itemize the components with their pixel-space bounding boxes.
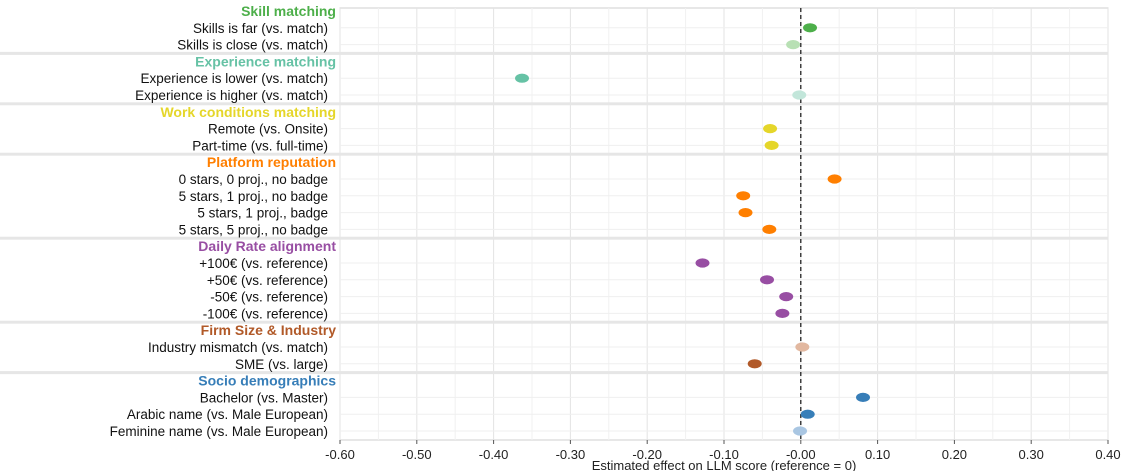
group-separator — [0, 371, 1108, 375]
group-separator — [0, 236, 1108, 240]
effect-point — [760, 275, 775, 285]
row-label: SME (vs. large) — [235, 357, 328, 372]
group-separator — [0, 320, 1108, 324]
effect-point — [738, 208, 753, 218]
effect-point — [779, 292, 794, 302]
x-tick-label: 0.30 — [1019, 447, 1044, 462]
effect-point — [695, 258, 710, 268]
effect-point — [764, 140, 779, 150]
x-tick-label: -0.00 — [786, 447, 816, 462]
row-label: -50€ (vs. reference) — [210, 290, 328, 305]
group-label: Experience matching — [195, 53, 336, 69]
x-tick-label: 0.40 — [1095, 447, 1120, 462]
row-label: Remote (vs. Onsite) — [208, 122, 328, 137]
row-label: Experience is higher (vs. match) — [135, 88, 328, 103]
effect-point — [786, 40, 801, 50]
row-label: 5 stars, 5 proj., no badge — [179, 222, 328, 237]
x-tick-label: -0.30 — [556, 447, 586, 462]
row-label: 5 stars, 1 proj., badge — [197, 206, 328, 221]
effect-point — [827, 174, 842, 184]
row-label: Experience is lower (vs. match) — [140, 71, 328, 86]
x-tick-label: -0.20 — [632, 447, 662, 462]
effect-point — [775, 308, 790, 318]
row-label: 0 stars, 0 proj., no badge — [179, 172, 328, 187]
effect-point — [763, 124, 778, 134]
effect-point — [736, 191, 751, 201]
point-layer — [515, 23, 871, 436]
effect-point — [515, 73, 530, 83]
group-label: Daily Rate alignment — [198, 238, 336, 254]
row-label: Bachelor (vs. Master) — [200, 390, 328, 405]
effect-point — [795, 342, 810, 352]
x-tick-label: -0.40 — [479, 447, 509, 462]
effect-point — [762, 224, 777, 234]
row-label: Skills is far (vs. match) — [193, 21, 328, 36]
group-label: Platform reputation — [207, 154, 336, 170]
row-label: Industry mismatch (vs. match) — [148, 340, 328, 355]
effect-point — [792, 90, 807, 100]
effect-point — [803, 23, 818, 33]
row-label: Arabic name (vs. Male European) — [127, 407, 328, 422]
effect-point — [793, 426, 808, 436]
x-tick-label: 0.10 — [865, 447, 890, 462]
x-axis-title: Estimated effect on LLM score (reference… — [592, 458, 857, 471]
group-label: Work conditions matching — [160, 104, 336, 120]
group-separator — [0, 51, 1108, 55]
effect-point — [747, 359, 762, 369]
row-label: +50€ (vs. reference) — [207, 273, 328, 288]
x-tick-label: -0.10 — [709, 447, 739, 462]
row-label: Skills is close (vs. match) — [177, 38, 328, 53]
row-label: 5 stars, 1 proj., no badge — [179, 189, 328, 204]
group-separator — [0, 102, 1108, 106]
x-tick-layer: -0.60 -0.50 -0.40 -0.30 -0.20 -0.10 -0.00 0.10 0… — [325, 440, 1121, 462]
group-separator-layer — [0, 51, 1108, 375]
x-tick-label: 0.20 — [942, 447, 967, 462]
group-separator — [0, 152, 1108, 156]
row-label-layer: Skill matching Skills is far (vs. match) S… — [110, 3, 337, 439]
effect-point — [800, 409, 815, 419]
group-label: Skill matching — [241, 3, 336, 19]
row-label: Feminine name (vs. Male European) — [110, 424, 328, 439]
row-label: Part-time (vs. full-time) — [192, 138, 328, 153]
x-tick-label: -0.60 — [325, 447, 355, 462]
x-tick-label: -0.50 — [402, 447, 432, 462]
group-label: Firm Size & Industry — [201, 322, 337, 338]
effect-point — [856, 392, 871, 402]
group-label: Socio demographics — [198, 373, 336, 389]
row-label: -100€ (vs. reference) — [203, 306, 328, 321]
grid-layer — [339, 7, 1109, 441]
row-label: +100€ (vs. reference) — [199, 256, 328, 271]
